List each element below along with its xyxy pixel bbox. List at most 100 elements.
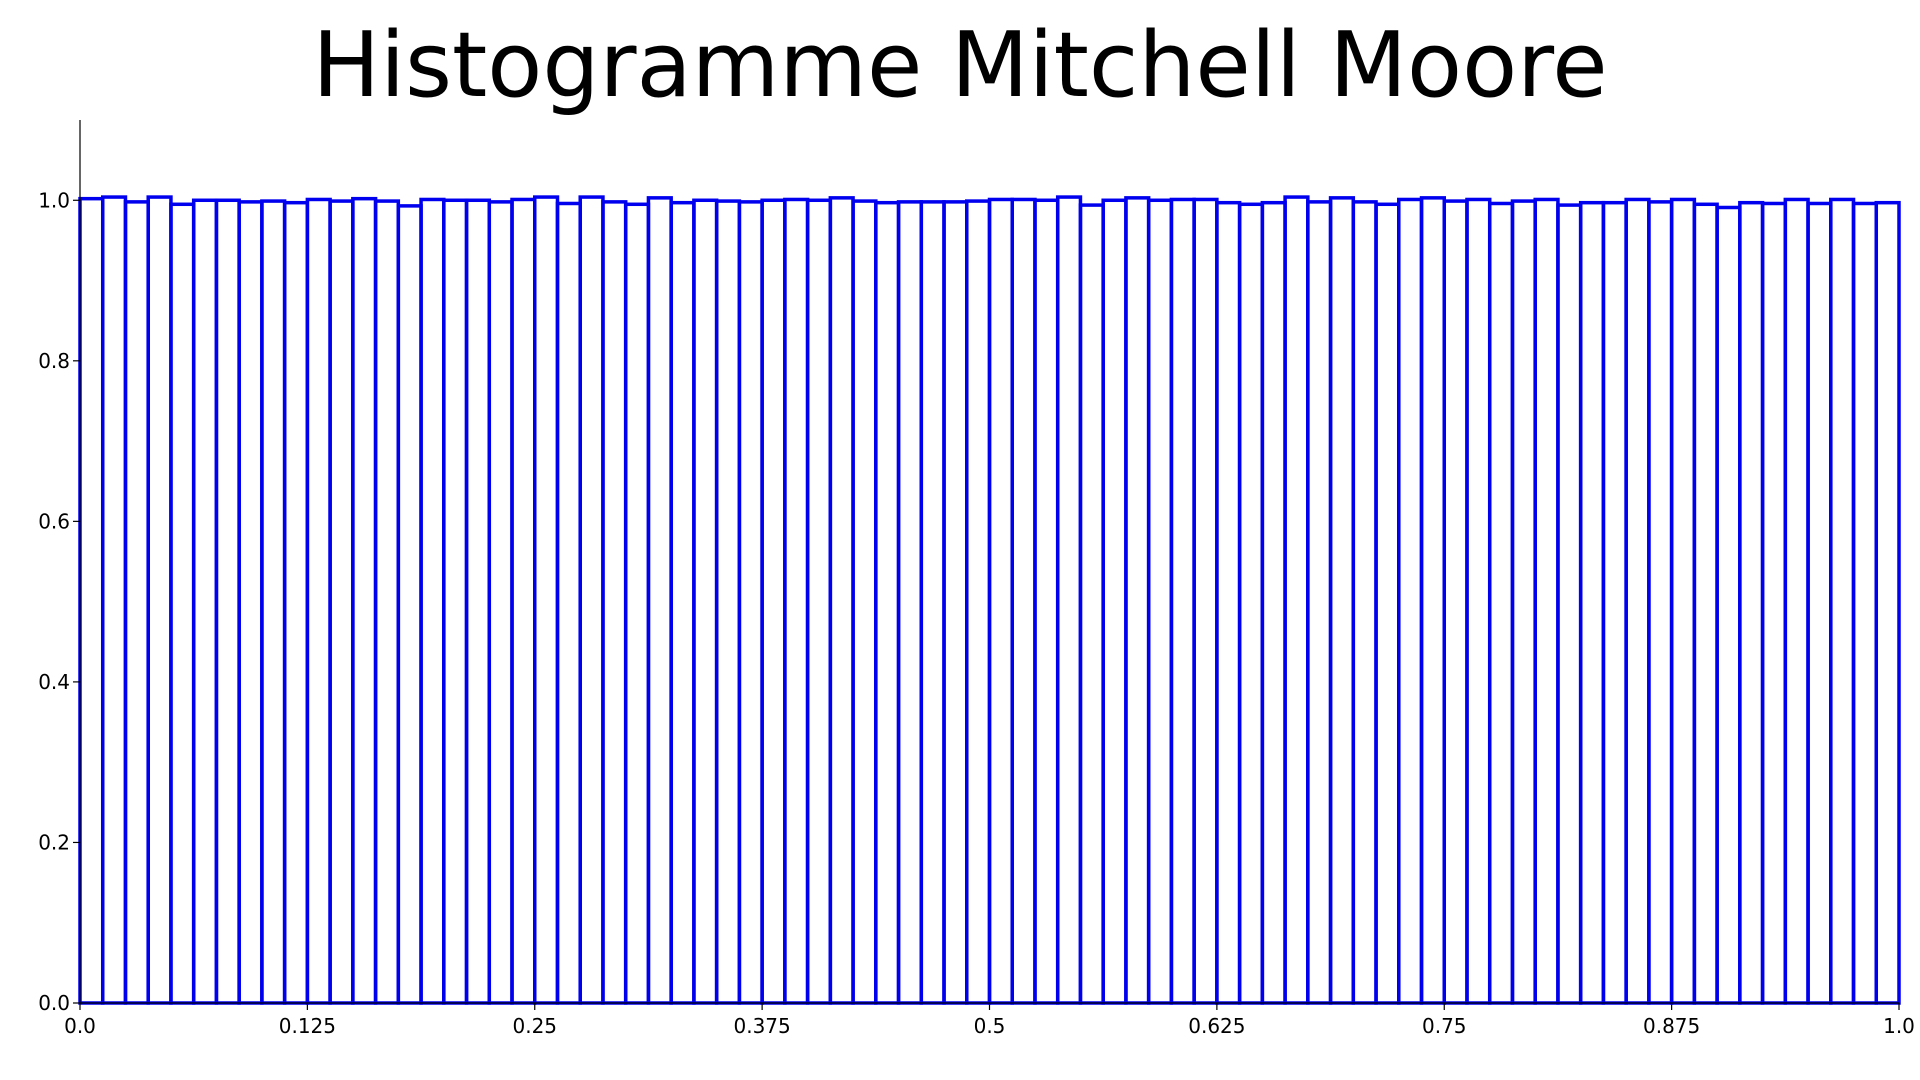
histogram-bar	[874, 200, 901, 1005]
histogram-bar	[1624, 197, 1651, 1005]
x-tick-label: 0.0	[64, 1014, 96, 1038]
y-tick-label: 0.6	[38, 509, 70, 533]
histogram-bar	[1306, 200, 1333, 1005]
histogram-bar	[1533, 197, 1560, 1005]
histogram-bar	[1851, 201, 1879, 1005]
histogram-bar	[1033, 198, 1060, 1005]
histogram-bar	[896, 200, 924, 1005]
x-tick-label: 1.0	[1883, 1014, 1915, 1038]
histogram-bar	[942, 200, 969, 1005]
histogram-bar	[328, 199, 355, 1005]
histogram-bar	[260, 199, 287, 1005]
histogram-bar	[487, 200, 514, 1005]
histogram-bar	[305, 197, 332, 1005]
histogram-bar	[1101, 198, 1128, 1005]
histogram-bar	[1669, 197, 1697, 1005]
y-tick-label: 0.4	[38, 670, 70, 694]
histogram-bar	[533, 195, 560, 1005]
histogram-bar	[1146, 198, 1174, 1005]
histogram-bar	[1328, 196, 1356, 1005]
bars-layer	[78, 195, 1901, 1005]
histogram-bar	[1556, 203, 1583, 1005]
histogram-bar	[1715, 205, 1742, 1005]
histogram-bar	[464, 198, 492, 1005]
histogram-bar	[214, 198, 241, 1005]
chart-title: Histogramme Mitchell Moore	[312, 13, 1607, 118]
histogram-bar	[714, 199, 742, 1005]
histogram-bar	[169, 202, 196, 1005]
histogram-bar	[1215, 200, 1242, 1005]
histogram-bar	[1374, 202, 1401, 1005]
histogram-bar	[555, 201, 582, 1005]
histogram-bar	[669, 200, 696, 1005]
histogram-bar	[1510, 199, 1537, 1005]
histogram-bar	[828, 196, 855, 1005]
histogram-bar	[1465, 197, 1492, 1005]
x-tick-label: 0.875	[1643, 1014, 1700, 1038]
histogram-bar	[1874, 200, 1901, 1005]
histogram-bar	[373, 199, 401, 1005]
histogram-bar	[1783, 197, 1810, 1005]
histogram-bar	[419, 197, 446, 1005]
y-tick-label: 0.2	[38, 830, 70, 854]
histogram-bar	[1647, 200, 1674, 1005]
histogram-bar	[692, 198, 719, 1005]
histogram-bar	[146, 195, 173, 1005]
y-tick-label: 1.0	[38, 188, 70, 212]
histogram-bar	[623, 202, 651, 1005]
histogram-bar	[1578, 200, 1606, 1005]
histogram-bar	[191, 198, 219, 1005]
histogram-bar	[100, 195, 128, 1005]
x-tick-label: 0.75	[1422, 1014, 1467, 1038]
y-tick-label: 0.0	[38, 991, 70, 1015]
histogram-bar	[578, 195, 605, 1005]
histogram-bar	[1237, 202, 1265, 1005]
histogram-bar	[1442, 199, 1469, 1005]
histogram-bar	[1124, 196, 1151, 1005]
histogram-bar	[965, 199, 992, 1005]
histogram-bar	[351, 196, 378, 1005]
histogram-bar	[1078, 203, 1105, 1005]
x-tick-label: 0.25	[512, 1014, 557, 1038]
histogram-bar	[1806, 201, 1833, 1005]
histogram-bar	[1397, 197, 1424, 1005]
histogram-bar	[851, 199, 878, 1005]
histogram-bar	[646, 196, 673, 1005]
histogram-bar	[1010, 197, 1037, 1005]
histogram-bar	[396, 204, 423, 1005]
axes-layer: 0.0 0.2 0.4 0.6 0.8 1.0 0.0 0.125 0.25 0.375 0.5 0.…	[38, 120, 1915, 1038]
histogram-bar	[1169, 197, 1196, 1005]
histogram-bar	[919, 200, 946, 1005]
x-tick-label: 0.125	[279, 1014, 336, 1038]
histogram-bar	[1760, 201, 1788, 1005]
x-tick-label: 0.375	[733, 1014, 790, 1038]
x-tick-label: 0.625	[1188, 1014, 1245, 1038]
histogram-bar	[78, 196, 105, 1005]
histogram-bar	[783, 197, 810, 1005]
histogram-bar	[510, 197, 537, 1005]
histogram-bar	[1192, 197, 1219, 1005]
histogram-bar	[237, 200, 264, 1005]
histogram-bar	[737, 200, 764, 1005]
histogram-bar	[1260, 200, 1287, 1005]
histogram-bar	[1487, 201, 1515, 1005]
histogram-bar	[282, 200, 310, 1005]
histogram-bar	[1601, 200, 1628, 1005]
histogram-bar	[1283, 195, 1310, 1005]
histogram-bar	[1738, 200, 1765, 1005]
histogram-bar	[123, 200, 150, 1005]
y-tick-label: 0.8	[38, 349, 70, 373]
histogram-bar	[760, 198, 787, 1005]
histogram-bar	[1055, 195, 1083, 1005]
histogram-bar	[1692, 202, 1719, 1005]
histogram-bar	[601, 200, 628, 1005]
histogram-bar	[1829, 197, 1856, 1005]
histogram-bar	[805, 198, 833, 1005]
histogram-bar	[1351, 200, 1378, 1005]
histogram-bar	[442, 198, 469, 1005]
histogram-bar	[987, 197, 1014, 1005]
histogram-bar	[1419, 196, 1446, 1005]
x-tick-label: 0.5	[974, 1014, 1006, 1038]
